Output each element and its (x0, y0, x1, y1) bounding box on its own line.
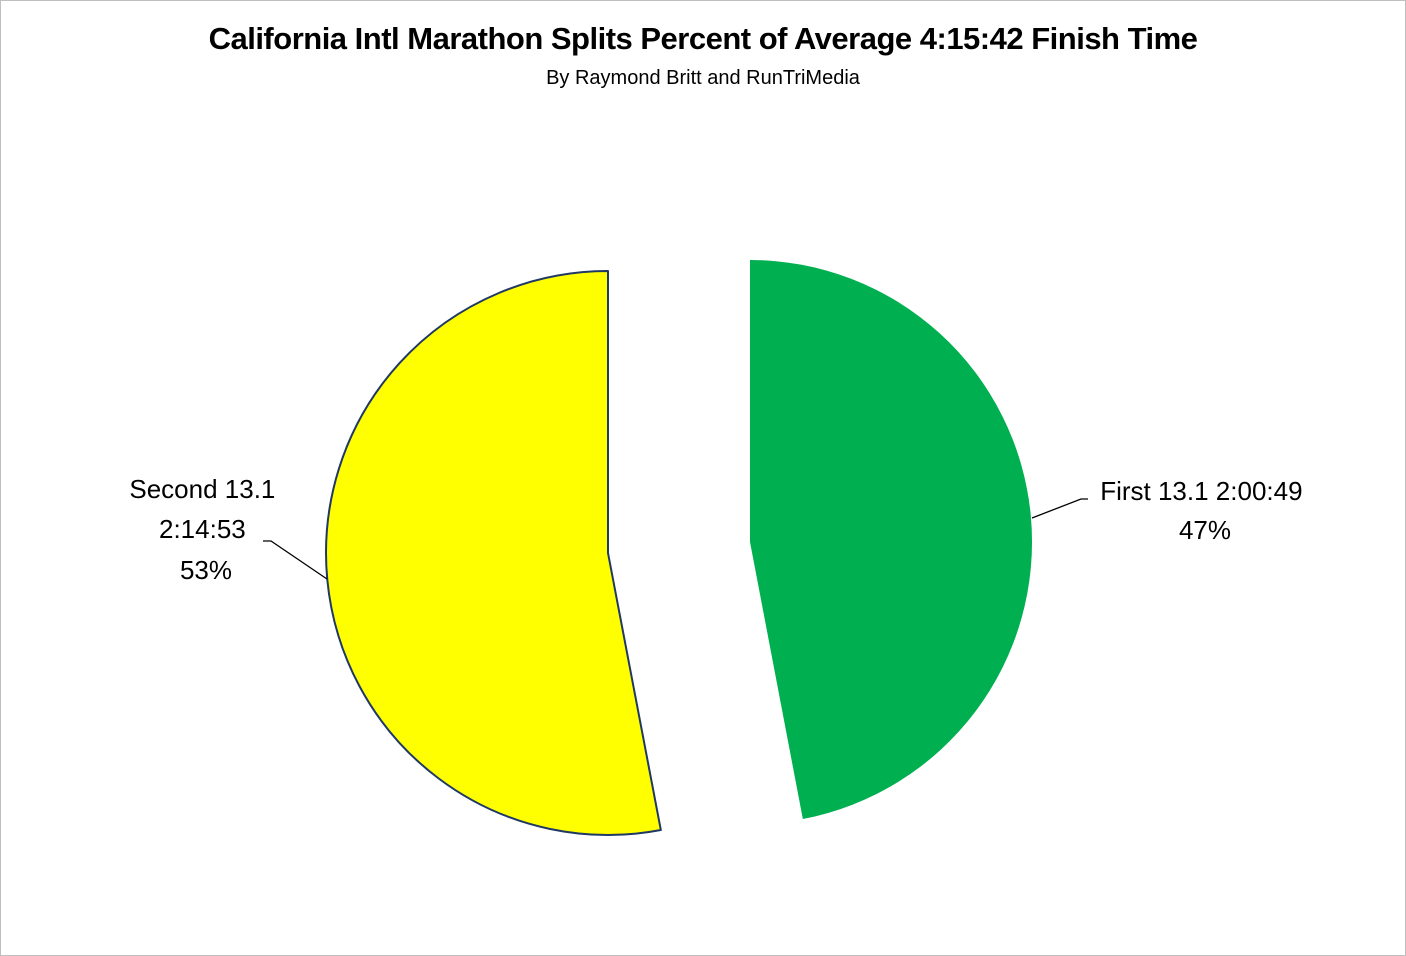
data-label-second-half-line-2: 2:14:53 (159, 514, 246, 544)
pie-slice-first-half (750, 260, 1033, 820)
chart-subtitle: By Raymond Britt and RunTriMedia (546, 67, 860, 89)
data-label-first-half-line-2: 47% (1179, 515, 1231, 545)
data-label-first-half: First 13.1 2:00:49 47% (1100, 476, 1310, 545)
leader-line-second-half (263, 540, 328, 580)
pie-slice-second-half (325, 270, 662, 836)
data-label-second-half: Second 13.1 2:14:53 53% (129, 474, 282, 585)
data-label-second-half-line-1: Second 13.1 (129, 474, 275, 504)
data-label-first-half-line-1: First 13.1 2:00:49 (1100, 476, 1302, 506)
leader-line-first-half (1031, 498, 1088, 519)
data-label-second-half-line-3: 53% (180, 555, 232, 585)
chart-title: California Intl Marathon Splits Percent … (208, 21, 1198, 56)
